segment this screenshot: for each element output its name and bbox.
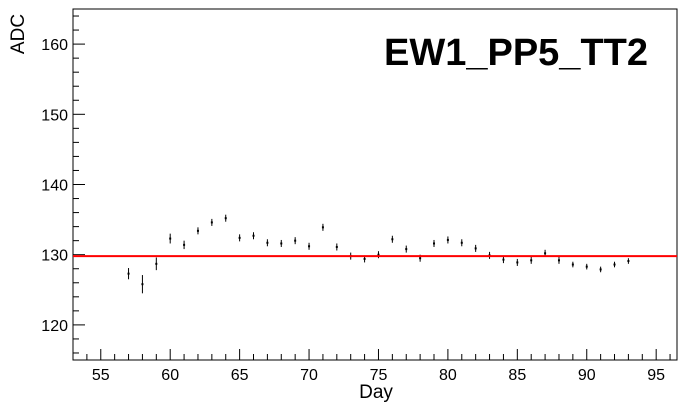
point-marker	[127, 272, 130, 275]
point-marker	[294, 239, 297, 242]
point-marker	[266, 241, 269, 244]
chart-title: EW1_PP5_TT2	[384, 32, 648, 74]
point-marker	[433, 242, 436, 245]
point-marker	[446, 238, 449, 241]
data-point	[252, 232, 255, 240]
data-point	[377, 251, 380, 259]
point-marker	[252, 234, 255, 237]
point-marker	[335, 245, 338, 248]
data-point	[530, 256, 533, 264]
data-point	[571, 261, 574, 268]
x-tick-label: 85	[508, 367, 526, 384]
data-point	[502, 256, 505, 264]
y-tick-label: 140	[41, 178, 68, 195]
point-marker	[377, 253, 380, 256]
point-marker	[405, 248, 408, 251]
point-marker	[419, 257, 422, 260]
x-axis: 55 60 65 70 75 80 85 90 95	[72, 349, 671, 384]
data-point	[405, 245, 408, 253]
point-marker	[460, 241, 463, 244]
data-point	[183, 240, 186, 250]
x-tick-label: 95	[647, 367, 665, 384]
point-marker	[155, 262, 158, 265]
point-marker	[224, 217, 227, 220]
data-point	[141, 275, 144, 294]
point-marker	[599, 268, 602, 271]
data-point	[280, 239, 283, 247]
y-tick-label: 160	[41, 37, 68, 54]
point-marker	[169, 237, 172, 240]
data-point	[460, 239, 463, 247]
point-marker	[585, 265, 588, 268]
point-marker	[210, 221, 213, 224]
y-tick-label: 120	[41, 318, 68, 335]
point-marker	[196, 229, 199, 232]
x-tick-label: 70	[300, 367, 318, 384]
data-point	[196, 227, 199, 235]
data-point	[433, 239, 436, 247]
x-tick-label: 65	[231, 367, 249, 384]
point-marker	[474, 247, 477, 250]
point-marker	[530, 259, 533, 262]
point-marker	[391, 238, 394, 241]
data-points	[127, 214, 630, 294]
data-point	[516, 258, 519, 266]
y-tick-label: 150	[41, 107, 68, 124]
data-point	[446, 236, 449, 244]
point-marker	[627, 260, 630, 263]
data-point	[613, 261, 616, 268]
data-point	[224, 214, 227, 222]
data-point	[155, 257, 158, 271]
data-point	[321, 223, 324, 231]
point-marker	[183, 243, 186, 246]
data-point	[599, 266, 602, 273]
data-point	[266, 239, 269, 247]
data-point	[391, 235, 394, 243]
data-point	[557, 256, 560, 264]
point-marker	[516, 261, 519, 264]
x-tick-label: 55	[92, 367, 110, 384]
point-marker	[544, 252, 547, 255]
y-tick-label: 130	[41, 248, 68, 265]
point-marker	[571, 263, 574, 266]
point-marker	[308, 245, 311, 248]
y-axis-title: ADC	[8, 14, 29, 54]
x-tick-label: 80	[439, 367, 457, 384]
y-axis: 120 130 140 150 160	[41, 15, 85, 354]
data-point	[585, 263, 588, 270]
data-point	[210, 218, 213, 226]
data-point	[169, 233, 172, 244]
point-marker	[613, 263, 616, 266]
point-marker	[363, 257, 366, 260]
data-point	[294, 237, 297, 245]
data-point	[308, 242, 311, 250]
data-point	[335, 243, 338, 251]
data-point	[627, 258, 630, 264]
point-marker	[321, 226, 324, 229]
x-tick-label: 90	[578, 367, 596, 384]
point-marker	[141, 283, 144, 286]
point-marker	[557, 259, 560, 262]
point-marker	[280, 242, 283, 245]
data-point	[127, 268, 130, 280]
data-point	[474, 244, 477, 252]
x-axis-title: Day	[359, 382, 393, 403]
point-marker	[238, 236, 241, 239]
x-tick-label: 75	[370, 367, 388, 384]
point-marker	[502, 258, 505, 261]
x-tick-label: 60	[161, 367, 179, 384]
data-point	[238, 234, 241, 242]
